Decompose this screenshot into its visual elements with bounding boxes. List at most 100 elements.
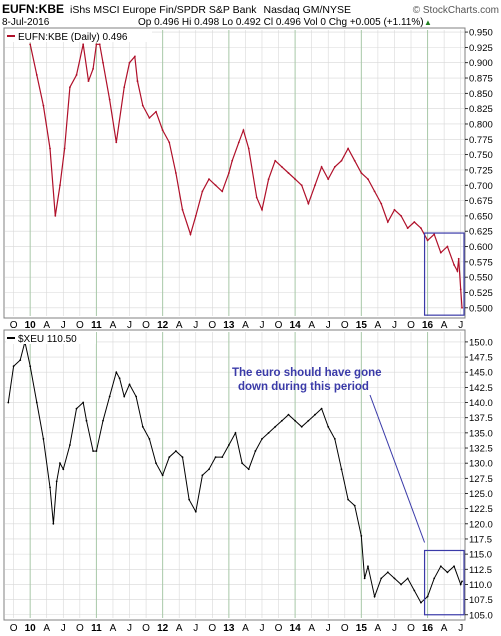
data-point bbox=[208, 468, 210, 471]
x-tick-label: 15 bbox=[356, 320, 368, 331]
x-tick-label: A bbox=[375, 623, 382, 634]
data-point bbox=[320, 165, 323, 168]
data-point bbox=[386, 571, 389, 574]
header-date: 8-Jul-2016 bbox=[2, 17, 50, 28]
x-tick-label: O bbox=[76, 623, 84, 634]
data-point bbox=[194, 214, 197, 217]
data-point bbox=[247, 147, 250, 150]
data-point bbox=[174, 450, 177, 452]
data-point bbox=[320, 407, 323, 410]
data-point bbox=[123, 395, 126, 398]
y-tick-label: 0.550 bbox=[469, 273, 493, 284]
header-description: iShs MSCI Europe Fin/SPDR S&P Bank Nasda… bbox=[70, 4, 351, 16]
data-point bbox=[261, 208, 263, 211]
data-point bbox=[255, 196, 258, 199]
x-tick-label: A bbox=[375, 320, 382, 331]
x-tick-label: 11 bbox=[91, 320, 102, 331]
x-tick-label: A bbox=[43, 623, 50, 634]
x-tick-label: O bbox=[142, 320, 150, 331]
x-tick-label: O bbox=[208, 320, 216, 331]
data-point bbox=[115, 371, 118, 374]
y-tick-label: 112.5 bbox=[469, 565, 492, 576]
y-tick-label: 0.575 bbox=[469, 257, 493, 268]
data-point bbox=[294, 419, 297, 422]
x-tick-label: 13 bbox=[223, 320, 235, 331]
data-point bbox=[386, 221, 389, 223]
data-point bbox=[307, 202, 310, 205]
data-point bbox=[208, 178, 210, 181]
grid bbox=[5, 30, 464, 316]
data-point bbox=[380, 202, 383, 205]
data-point bbox=[108, 395, 111, 398]
data-point bbox=[52, 522, 55, 525]
data-point bbox=[456, 270, 459, 272]
data-point bbox=[327, 425, 330, 428]
panel-title: $XEU 110.50 bbox=[18, 334, 77, 345]
x-tick-label: J bbox=[392, 623, 397, 634]
y-tick-label: 117.5 bbox=[469, 534, 492, 545]
y-tick-label: 115.0 bbox=[469, 550, 492, 561]
data-point bbox=[461, 580, 463, 583]
data-point bbox=[433, 233, 436, 236]
y-tick-label: 0.625 bbox=[469, 227, 493, 238]
y-tick-label: 0.725 bbox=[469, 165, 493, 176]
legend-background bbox=[6, 332, 96, 344]
data-point bbox=[227, 172, 230, 174]
data-point bbox=[12, 365, 15, 368]
y-tick-label: 0.925 bbox=[469, 43, 493, 54]
x-tick-label: J bbox=[127, 320, 132, 331]
x-tick-label: O bbox=[341, 320, 349, 331]
data-point bbox=[214, 184, 217, 187]
data-point bbox=[75, 74, 78, 76]
header-description-text: iShs MSCI Europe Fin/SPDR S&P Bank bbox=[70, 4, 257, 16]
header-symbol: EUFN:KBE bbox=[2, 2, 64, 16]
x-tick-label: J bbox=[61, 320, 66, 331]
data-point bbox=[62, 468, 65, 471]
data-point bbox=[400, 583, 402, 586]
y-axis: 0.500 0.525 0.550 0.575 0.600 0.625 0.650 0.675… bbox=[465, 28, 493, 314]
data-point bbox=[300, 425, 303, 428]
data-point bbox=[92, 450, 94, 452]
data-point bbox=[63, 147, 66, 150]
x-tick-label: A bbox=[441, 320, 448, 331]
x-tick-label: O bbox=[208, 623, 216, 634]
x-tick-label: 15 bbox=[356, 623, 368, 634]
panel-eufn-kbe: 0.500 0.525 0.550 0.575 0.600 0.625 0.650 0.675… bbox=[3, 27, 493, 319]
data-point bbox=[155, 462, 157, 465]
x-tick-label: J bbox=[392, 320, 397, 331]
x-tick-label: A bbox=[176, 320, 183, 331]
data-point bbox=[393, 577, 396, 580]
data-point bbox=[49, 147, 51, 150]
data-point bbox=[148, 438, 151, 440]
x-axis: O 10 A J O 11 A J O 12 A J O 13 A J O 14 A J O 15 A J O 16 A J bbox=[10, 320, 463, 331]
highlight-box-bottom bbox=[423, 549, 465, 616]
y-tick-label: 0.900 bbox=[469, 58, 493, 69]
y-tick-label: 122.5 bbox=[469, 504, 493, 515]
data-point bbox=[234, 431, 237, 434]
data-point bbox=[115, 141, 118, 144]
data-point bbox=[446, 571, 449, 574]
data-point bbox=[181, 456, 184, 459]
y-tick-label: 135.0 bbox=[469, 428, 493, 439]
annotation-arrow bbox=[369, 394, 426, 543]
data-point bbox=[29, 43, 32, 46]
x-tick-label: J bbox=[259, 320, 264, 331]
x-tick-label: J bbox=[326, 623, 331, 634]
data-point bbox=[433, 577, 436, 580]
data-point bbox=[69, 86, 71, 89]
y-tick-label: 0.700 bbox=[469, 181, 493, 192]
data-point bbox=[29, 365, 32, 368]
y-tick-label: 0.950 bbox=[469, 28, 493, 39]
y-tick-label: 127.5 bbox=[469, 474, 493, 485]
data-point bbox=[413, 221, 416, 223]
y-tick-label: 0.750 bbox=[469, 150, 493, 161]
y-tick-label: 105.0 bbox=[469, 610, 493, 621]
data-point bbox=[453, 565, 455, 568]
x-tick-label: 12 bbox=[157, 623, 169, 634]
data-point bbox=[363, 577, 366, 580]
data-point bbox=[314, 184, 316, 187]
x-tick-label: J bbox=[458, 320, 463, 331]
data-point bbox=[161, 129, 164, 132]
y-tick-label: 130.0 bbox=[469, 459, 493, 470]
x-tick-label: O bbox=[275, 320, 283, 331]
